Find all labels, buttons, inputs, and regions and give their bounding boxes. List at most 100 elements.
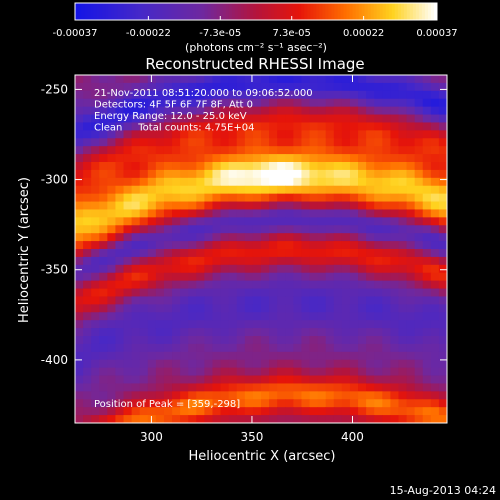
colorbar-segment [234,3,239,20]
heatmap-cell [269,249,278,258]
heatmap-cell [390,336,399,345]
heatmap-cell [358,407,367,416]
heatmap-cell [155,90,165,100]
heatmap-cell [115,98,124,108]
heatmap-cell [349,391,359,400]
heatmap-cell [131,304,141,313]
heatmap-cell [83,272,92,282]
heatmap-cell [374,249,383,258]
heatmap-cell [123,233,133,242]
heatmap-cell [155,415,165,424]
heatmap-cell [301,383,310,392]
heatmap-cell [269,90,278,100]
heatmap-cell [406,106,416,115]
heatmap-cell [172,320,181,329]
heatmap-cell [382,217,391,226]
heatmap-cell [349,343,359,353]
heatmap-cell [99,343,108,353]
heatmap-cell [358,249,367,258]
heatmap-cell [422,122,432,131]
heatmap-cell [422,209,432,218]
heatmap-cell [147,114,157,123]
heatmap-cell [212,328,221,337]
heatmap-cell [366,241,375,250]
heatmap-cell [180,146,189,155]
heatmap-cell [83,82,92,92]
heatmap-cell [196,177,205,187]
heatmap-cell [269,407,278,416]
heatmap-cell [147,304,157,313]
colorbar-segment [168,3,173,20]
heatmap-cell [269,336,278,345]
heatmap-cell [277,391,286,400]
heatmap-cell [163,138,173,147]
heatmap-cell [147,225,157,234]
colorbar-segment [289,3,293,20]
heatmap-cell [83,98,92,108]
heatmap-cell [131,185,141,195]
heatmap-cell [180,193,189,202]
heatmap-cell [99,169,108,179]
heatmap-cell [333,351,343,361]
heatmap-cell [107,225,116,234]
heatmap-cell [390,351,399,361]
heatmap-cell [430,162,440,171]
heatmap-cell [374,209,383,218]
heatmap-cell [83,154,92,163]
heatmap-cell [438,154,448,163]
heatmap-cell [180,375,189,384]
heatmap-cell [99,154,108,163]
heatmap-cell [261,304,270,313]
heatmap-cell [83,122,92,131]
heatmap-cell [107,407,116,416]
heatmap-cell [228,328,238,337]
heatmap-cell [99,399,108,408]
heatmap-cell [261,217,270,226]
heatmap-cell [301,296,310,305]
heatmap-cell [220,280,230,289]
heatmap-cell [172,359,181,369]
heatmap-cell [220,193,230,202]
heatmap-cell [333,272,343,282]
colorbar-segment [367,3,372,20]
heatmap-cell [301,264,310,274]
heatmap-cell [390,82,399,92]
heatmap-cell [374,351,383,361]
heatmap-cell [139,201,149,210]
heatmap-cell [75,201,84,210]
heatmap-cell [172,391,181,400]
heatmap-cell [147,391,157,400]
heatmap-cell [188,328,197,337]
heatmap-cell [325,233,335,242]
heatmap-cell [196,130,205,139]
heatmap-cell [155,320,165,329]
heatmap-cell [382,351,391,361]
heatmap-cell [212,375,221,384]
heatmap-cell [261,98,270,108]
heatmap-cell [163,209,173,218]
heatmap-cell [252,359,262,369]
heatmap-cell [236,391,246,400]
heatmap-cell [220,415,230,424]
heatmap-cell [220,391,230,400]
heatmap-cell [349,312,359,321]
heatmap-cell [99,122,108,131]
heatmap-cell [382,320,391,329]
heatmap-cell [398,114,407,123]
heatmap-cell [285,249,294,258]
heatmap-cell [212,256,221,266]
heatmap-cell [196,264,205,274]
heatmap-cell [285,407,294,416]
heatmap-cell [139,106,149,115]
heatmap-cell [406,304,416,313]
heatmap-cell [430,256,440,266]
heatmap-cell [366,177,375,187]
heatmap-cell [309,296,319,305]
heatmap-cell [414,233,424,242]
heatmap-cell [422,201,432,210]
heatmap-cell [374,177,383,187]
heatmap-cell [244,82,254,92]
heatmap-cell [269,169,278,179]
heatmap-cell [212,288,221,297]
colorbar-segment [246,3,251,20]
